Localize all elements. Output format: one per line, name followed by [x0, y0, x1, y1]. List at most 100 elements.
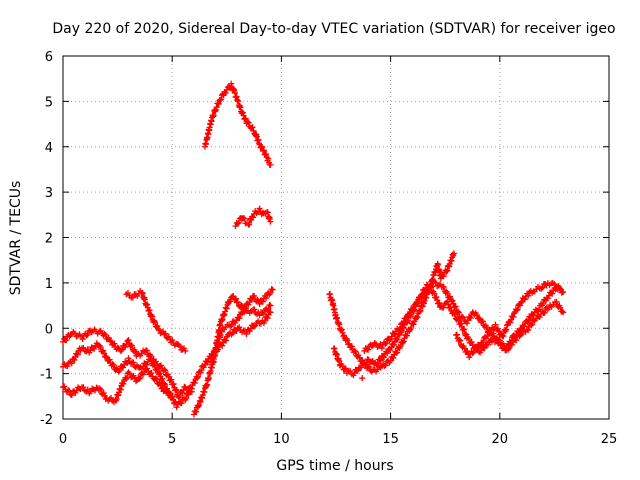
- arc-c-point: [157, 382, 164, 389]
- arc-j-point: [458, 320, 465, 327]
- arc-k-point: [560, 309, 567, 316]
- arc-i-point: [390, 354, 397, 361]
- arc-f-point: [237, 302, 244, 309]
- arc-b-point: [194, 374, 201, 381]
- arc-a-point: [118, 346, 125, 353]
- arc-i-point: [450, 250, 457, 257]
- arc-b-point: [110, 362, 117, 369]
- arc-k-point: [406, 312, 413, 319]
- arc-l-point: [510, 313, 517, 320]
- arc-j-point: [391, 341, 398, 348]
- arc-b-point: [228, 331, 235, 338]
- arc-a-point: [111, 340, 118, 347]
- arc-k-point: [557, 304, 564, 311]
- y-axis-label: SDTVAR / TECUs: [8, 181, 24, 296]
- arc-h-point: [246, 221, 253, 228]
- arc-j-point: [539, 300, 546, 307]
- arc-g-point: [228, 80, 235, 87]
- arc-g-point: [260, 147, 267, 154]
- data-points: [60, 80, 567, 418]
- arc-c-point: [133, 378, 140, 385]
- arc-l-point: [480, 339, 487, 346]
- arc-k-point: [447, 293, 454, 300]
- arc-i-point: [344, 337, 351, 344]
- arc-d-point: [152, 319, 159, 326]
- arc-l-point: [461, 345, 468, 352]
- arc-a-point: [71, 330, 78, 337]
- arc-k-point: [508, 341, 515, 348]
- arc-a-point: [63, 337, 70, 344]
- x-tick-label: 15: [382, 432, 399, 447]
- y-tick-label: -2: [40, 413, 53, 428]
- arc-i-point: [382, 362, 389, 369]
- arc-d-point: [154, 322, 161, 329]
- arc-l-point: [469, 350, 476, 357]
- arc-k-point: [536, 314, 543, 321]
- arc-j-point: [431, 290, 438, 297]
- arc-h-point: [241, 215, 248, 222]
- arc-k-point: [378, 345, 385, 352]
- arc-k-point: [458, 313, 465, 320]
- arc-k-point: [418, 295, 425, 302]
- arc-f-point: [232, 295, 239, 302]
- arc-k-point: [518, 331, 525, 338]
- arc-b-point: [120, 364, 127, 371]
- arc-b-point: [106, 356, 113, 363]
- arc-i-point: [419, 303, 426, 310]
- arc-f-point: [260, 310, 267, 317]
- arc-k-point: [559, 308, 566, 315]
- arc-c-point: [136, 375, 143, 382]
- arc-j-point: [358, 364, 365, 371]
- arc-b-point: [116, 367, 123, 374]
- arc-j-point: [536, 306, 543, 313]
- arc-k-point: [553, 298, 560, 305]
- arc-c-point: [152, 375, 159, 382]
- arc-g-point: [223, 86, 230, 93]
- arc-b-point: [198, 367, 205, 374]
- arc-h-point: [267, 218, 274, 225]
- arc-l-point: [551, 281, 558, 288]
- arc-k-point: [383, 340, 390, 347]
- arc-b-point: [251, 323, 258, 330]
- arc-a-point: [181, 383, 188, 390]
- arc-l-point: [513, 307, 520, 314]
- arc-c-point: [162, 386, 169, 393]
- arc-j-point: [481, 345, 488, 352]
- arc-k-point: [483, 324, 490, 331]
- arc-i-point: [338, 326, 345, 333]
- y-tick-label: 3: [45, 186, 53, 201]
- arc-j-point: [381, 354, 388, 361]
- x-tick-label: 0: [59, 432, 67, 447]
- arc-k-point: [455, 309, 462, 316]
- y-tick-label: 1: [45, 277, 53, 292]
- arc-l-point: [453, 331, 460, 338]
- arc-l-point: [503, 326, 510, 333]
- x-tick-label: 25: [601, 432, 618, 447]
- arc-i-point: [410, 321, 417, 328]
- arc-a-point: [83, 332, 90, 339]
- arc-b-point: [264, 315, 271, 322]
- arc-k-point: [473, 312, 480, 319]
- arc-j-point: [354, 367, 361, 374]
- arc-h-point: [250, 214, 257, 221]
- arc-k-point: [525, 327, 532, 334]
- arc-a-point: [122, 344, 129, 351]
- arc-c-point: [120, 380, 127, 387]
- arc-b-point: [97, 344, 104, 351]
- arc-j-point: [341, 366, 348, 373]
- arc-g-point: [245, 119, 252, 126]
- arc-l-point: [477, 342, 484, 349]
- arc-b-point: [178, 400, 185, 407]
- arc-b-point: [71, 356, 78, 363]
- arc-k-point: [517, 332, 524, 339]
- arc-f-point: [239, 303, 246, 310]
- arc-a-point: [179, 389, 186, 396]
- arc-g-point: [222, 89, 229, 96]
- arc-a-point: [125, 337, 132, 344]
- arc-e-point: [259, 298, 266, 305]
- arc-b-point: [267, 309, 274, 316]
- arc-c-point: [144, 365, 151, 372]
- arc-i-point: [394, 349, 401, 356]
- arc-j-point: [436, 300, 443, 307]
- arc-b-point: [223, 337, 230, 344]
